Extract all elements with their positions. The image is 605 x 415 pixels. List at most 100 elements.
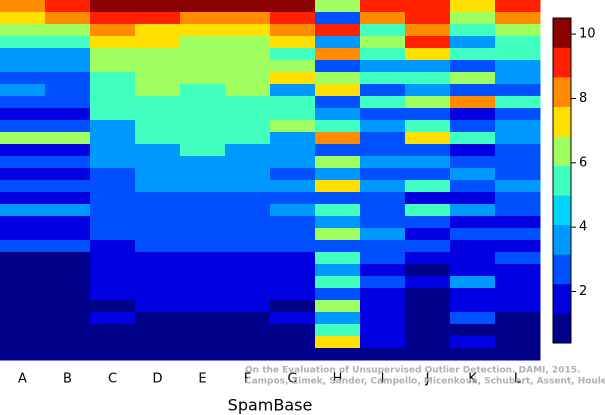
heat-cell — [45, 300, 91, 313]
heat-cell — [270, 0, 316, 13]
colorbar-swatch — [553, 47, 571, 78]
heat-cell — [315, 132, 361, 145]
heat-cell — [225, 228, 271, 241]
heat-cell — [405, 348, 451, 361]
heat-cell — [90, 36, 136, 49]
heat-cell — [0, 204, 46, 217]
heat-cell — [135, 204, 181, 217]
heat-cell — [45, 240, 91, 253]
heat-cell — [315, 72, 361, 85]
heat-cell — [495, 96, 541, 109]
heat-cell — [360, 132, 406, 145]
heat-cell — [0, 216, 46, 229]
heat-cell — [90, 348, 136, 361]
heat-cell — [360, 24, 406, 37]
heat-cell — [90, 132, 136, 145]
heat-cell — [450, 240, 496, 253]
heat-cell — [180, 132, 226, 145]
heat-cell — [180, 60, 226, 73]
heat-cell — [270, 120, 316, 133]
heat-cell — [405, 96, 451, 109]
heat-cell — [405, 48, 451, 61]
heat-cell — [180, 240, 226, 253]
heat-cell — [135, 144, 181, 157]
heat-cell — [405, 60, 451, 73]
heat-cell — [45, 180, 91, 193]
heat-cell — [180, 96, 226, 109]
heat-cell — [495, 168, 541, 181]
heat-cell — [270, 60, 316, 73]
heat-cell — [450, 96, 496, 109]
heat-cell — [270, 144, 316, 157]
heat-cell — [135, 336, 181, 349]
heat-cell — [225, 168, 271, 181]
heat-cell — [315, 228, 361, 241]
heat-cell — [315, 240, 361, 253]
heat-cell — [360, 264, 406, 277]
heat-cell — [270, 108, 316, 121]
colorbar-tick-label: 2 — [579, 284, 587, 299]
heat-cell — [135, 12, 181, 25]
heat-cell — [0, 48, 46, 61]
heat-cell — [225, 300, 271, 313]
heat-cell — [495, 48, 541, 61]
heat-cell — [270, 96, 316, 109]
heat-cell — [270, 180, 316, 193]
heat-cell — [180, 216, 226, 229]
heat-cell — [270, 48, 316, 61]
colorbar-tick-label: 4 — [579, 220, 587, 235]
heat-cell — [45, 324, 91, 337]
heat-cell — [450, 264, 496, 277]
x-tick-label: B — [63, 372, 72, 387]
heat-cell — [90, 156, 136, 169]
heat-cell — [405, 180, 451, 193]
heat-cell — [180, 24, 226, 37]
heat-cell — [270, 12, 316, 25]
heat-cell — [45, 312, 91, 325]
heat-cell — [135, 60, 181, 73]
heat-cell — [495, 12, 541, 25]
heat-cell — [405, 252, 451, 265]
heat-cell — [45, 144, 91, 157]
heat-cell — [270, 24, 316, 37]
heat-cell — [315, 180, 361, 193]
footnote: On the Evaluation of Unsupervised Outlie… — [245, 366, 580, 376]
heat-cell — [405, 204, 451, 217]
heat-cell — [315, 168, 361, 181]
heat-cell — [315, 96, 361, 109]
heat-cell — [0, 300, 46, 313]
heat-cell — [495, 348, 541, 361]
heat-cell — [0, 96, 46, 109]
heat-cell — [225, 12, 271, 25]
heat-cell — [405, 72, 451, 85]
heat-cell — [270, 36, 316, 49]
x-tick-label: D — [152, 372, 162, 387]
heat-cell — [0, 144, 46, 157]
heat-cell — [450, 60, 496, 73]
heat-cell — [90, 288, 136, 301]
heat-cell — [45, 192, 91, 205]
heat-cell — [90, 204, 136, 217]
heat-cell — [495, 84, 541, 97]
heat-cell — [135, 312, 181, 325]
heat-cell — [495, 336, 541, 349]
heat-cell — [90, 108, 136, 121]
heat-cell — [135, 228, 181, 241]
heat-cell — [90, 228, 136, 241]
heat-cell — [90, 240, 136, 253]
heat-cell — [45, 36, 91, 49]
heat-cell — [0, 348, 46, 361]
x-axis-label: SpamBase — [228, 396, 313, 415]
heat-cell — [360, 12, 406, 25]
heat-cell — [270, 168, 316, 181]
heat-cell — [360, 108, 406, 121]
heat-cell — [45, 168, 91, 181]
heat-cell — [495, 204, 541, 217]
colorbar-swatch — [553, 313, 571, 344]
heat-cell — [225, 240, 271, 253]
heat-cell — [90, 264, 136, 277]
heat-cell — [225, 144, 271, 157]
heat-cell — [0, 324, 46, 337]
heat-cell — [225, 216, 271, 229]
heat-cell — [315, 156, 361, 169]
